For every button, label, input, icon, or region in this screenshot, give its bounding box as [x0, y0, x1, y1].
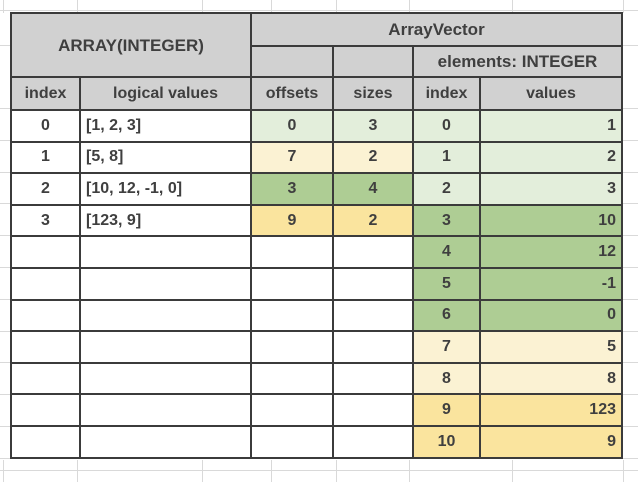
empty-cell[interactable]	[12, 300, 79, 331]
empty-cell[interactable]	[252, 300, 332, 331]
sheet-gridline	[336, 460, 337, 482]
sheet-gridline	[202, 0, 203, 13]
vector-index-cell[interactable]: 1	[414, 142, 479, 173]
sheet-gridline	[3, 460, 4, 482]
empty-cell[interactable]	[334, 237, 412, 267]
left-index-cell[interactable]: 2	[12, 174, 79, 204]
empty-cell[interactable]	[12, 237, 79, 267]
sheet-gridline	[623, 0, 624, 13]
left-index-cell[interactable]: 1	[12, 142, 79, 173]
empty-cell[interactable]	[81, 332, 250, 362]
col-header-logical-values[interactable]: logical values	[81, 78, 250, 109]
empty-header-cell-offsets[interactable]	[252, 47, 332, 76]
elements-integer-cell[interactable]: elements: INTEGER	[414, 47, 621, 76]
empty-cell[interactable]	[81, 300, 250, 331]
empty-header-cell-sizes[interactable]	[334, 47, 412, 76]
empty-cell[interactable]	[252, 332, 332, 362]
sheet-gridline	[202, 460, 203, 482]
vector-index-cell[interactable]: 10	[414, 426, 479, 457]
vector-value-cell[interactable]: 2	[481, 142, 621, 173]
col-header-index[interactable]: index	[12, 78, 79, 109]
empty-cell[interactable]	[334, 426, 412, 457]
sheet-gridline	[0, 470, 638, 471]
logical-values-cell[interactable]: [1, 2, 3]	[81, 111, 250, 141]
array-integer-title-cell[interactable]: ARRAY(INTEGER)	[12, 14, 250, 76]
empty-cell[interactable]	[334, 363, 412, 394]
sheet-gridline	[271, 460, 272, 482]
sheet-gridline	[271, 0, 272, 13]
sheet-gridline	[336, 0, 337, 13]
empty-cell[interactable]	[81, 395, 250, 425]
sheet-gridline	[409, 460, 410, 482]
sizes-cell[interactable]: 4	[334, 174, 412, 204]
vector-index-cell[interactable]: 7	[414, 332, 479, 362]
vector-index-cell[interactable]: 0	[414, 111, 479, 141]
vector-value-cell[interactable]: 9	[481, 426, 621, 457]
empty-cell[interactable]	[81, 426, 250, 457]
vector-value-cell[interactable]: 5	[481, 332, 621, 362]
sizes-cell[interactable]: 2	[334, 142, 412, 173]
sheet-gridline	[409, 0, 410, 13]
vector-index-cell[interactable]: 5	[414, 268, 479, 299]
vector-value-cell[interactable]: 12	[481, 237, 621, 267]
col-header-offsets[interactable]: offsets	[252, 78, 332, 109]
offsets-cell[interactable]: 0	[252, 111, 332, 141]
empty-cell[interactable]	[252, 426, 332, 457]
vector-index-cell[interactable]: 6	[414, 300, 479, 331]
empty-cell[interactable]	[252, 395, 332, 425]
left-index-cell[interactable]: 3	[12, 205, 79, 236]
col-header-values[interactable]: values	[481, 78, 621, 109]
vector-value-cell[interactable]: 3	[481, 174, 621, 204]
array-vector-table: ARRAY(INTEGER) ArrayVector elements: INT…	[10, 12, 623, 459]
empty-cell[interactable]	[12, 268, 79, 299]
offsets-cell[interactable]: 7	[252, 142, 332, 173]
sheet-gridline	[77, 460, 78, 482]
vector-value-cell[interactable]: 1	[481, 111, 621, 141]
empty-cell[interactable]	[334, 395, 412, 425]
sheet-gridline	[512, 460, 513, 482]
empty-cell[interactable]	[334, 300, 412, 331]
offsets-cell[interactable]: 3	[252, 174, 332, 204]
logical-values-cell[interactable]: [10, 12, -1, 0]	[81, 174, 250, 204]
sheet-gridline	[77, 0, 78, 13]
sizes-cell[interactable]: 2	[334, 205, 412, 236]
empty-cell[interactable]	[252, 268, 332, 299]
vector-value-cell[interactable]: 123	[481, 395, 621, 425]
vector-index-cell[interactable]: 9	[414, 395, 479, 425]
logical-values-cell[interactable]: [123, 9]	[81, 205, 250, 236]
empty-cell[interactable]	[12, 426, 79, 457]
vector-index-cell[interactable]: 2	[414, 174, 479, 204]
empty-cell[interactable]	[81, 237, 250, 267]
empty-cell[interactable]	[252, 363, 332, 394]
empty-cell[interactable]	[12, 363, 79, 394]
vector-value-cell[interactable]: -1	[481, 268, 621, 299]
sizes-cell[interactable]: 3	[334, 111, 412, 141]
left-index-cell[interactable]: 0	[12, 111, 79, 141]
vector-index-cell[interactable]: 4	[414, 237, 479, 267]
vector-value-cell[interactable]: 0	[481, 300, 621, 331]
sheet-gridline	[0, 10, 638, 11]
logical-values-cell[interactable]: [5, 8]	[81, 142, 250, 173]
vector-value-cell[interactable]: 10	[481, 205, 621, 236]
sheet-gridline	[3, 0, 4, 13]
offsets-cell[interactable]: 9	[252, 205, 332, 236]
sheet-gridline	[512, 0, 513, 13]
col-header-index-right[interactable]: index	[414, 78, 479, 109]
vector-index-cell[interactable]: 8	[414, 363, 479, 394]
empty-cell[interactable]	[81, 268, 250, 299]
array-vector-title-cell[interactable]: ArrayVector	[252, 14, 621, 45]
empty-cell[interactable]	[12, 395, 79, 425]
vector-value-cell[interactable]: 8	[481, 363, 621, 394]
empty-cell[interactable]	[12, 332, 79, 362]
empty-cell[interactable]	[252, 237, 332, 267]
empty-cell[interactable]	[334, 268, 412, 299]
empty-cell[interactable]	[334, 332, 412, 362]
empty-cell[interactable]	[81, 363, 250, 394]
col-header-sizes[interactable]: sizes	[334, 78, 412, 109]
sheet-gridline	[623, 460, 624, 482]
vector-index-cell[interactable]: 3	[414, 205, 479, 236]
